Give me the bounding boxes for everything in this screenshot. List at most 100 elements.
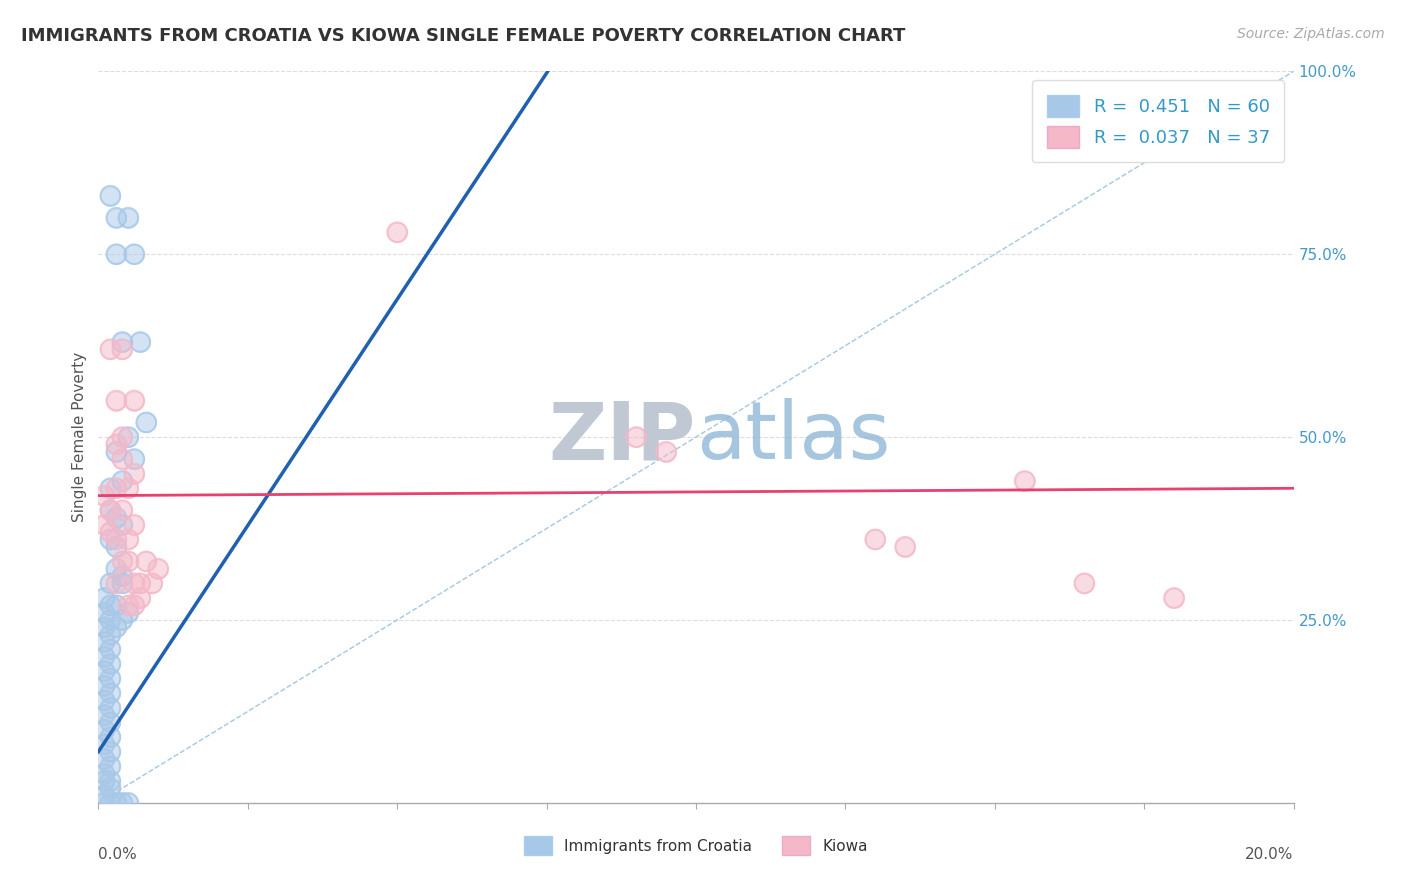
Point bbox=[98, 730, 122, 744]
Point bbox=[98, 343, 122, 357]
Point bbox=[98, 525, 122, 540]
Point bbox=[98, 481, 122, 495]
Point bbox=[98, 730, 122, 744]
Point bbox=[105, 576, 128, 591]
Point bbox=[98, 627, 122, 641]
Point bbox=[93, 796, 115, 810]
Point bbox=[117, 599, 139, 613]
Point bbox=[93, 773, 115, 788]
Point bbox=[105, 211, 128, 225]
Point bbox=[111, 569, 134, 583]
Point bbox=[93, 620, 115, 634]
Point bbox=[894, 540, 917, 554]
Point bbox=[93, 773, 115, 788]
Point bbox=[117, 211, 139, 225]
Point bbox=[105, 393, 128, 408]
Text: Source: ZipAtlas.com: Source: ZipAtlas.com bbox=[1237, 27, 1385, 41]
Point bbox=[105, 562, 128, 576]
Point bbox=[111, 430, 134, 444]
Point bbox=[98, 686, 122, 700]
Point bbox=[93, 517, 115, 532]
Point bbox=[98, 599, 122, 613]
Point bbox=[111, 613, 134, 627]
Point bbox=[98, 576, 122, 591]
Point bbox=[111, 343, 134, 357]
Point bbox=[93, 679, 115, 693]
Point bbox=[98, 599, 122, 613]
Point bbox=[111, 503, 134, 517]
Point bbox=[117, 533, 139, 547]
Point bbox=[655, 444, 678, 458]
Point bbox=[111, 452, 134, 467]
Point bbox=[117, 430, 139, 444]
Point bbox=[105, 540, 128, 554]
Point bbox=[98, 715, 122, 730]
Point bbox=[105, 599, 128, 613]
Point bbox=[129, 591, 152, 605]
Point bbox=[98, 781, 122, 796]
Point bbox=[93, 635, 115, 649]
Point bbox=[117, 554, 139, 568]
Point bbox=[98, 745, 122, 759]
Point bbox=[93, 591, 115, 605]
Point bbox=[1163, 591, 1185, 605]
Point bbox=[98, 773, 122, 788]
Point bbox=[105, 620, 128, 634]
Point bbox=[105, 533, 128, 547]
Legend: Immigrants from Croatia, Kiowa: Immigrants from Croatia, Kiowa bbox=[517, 830, 875, 861]
Point bbox=[111, 569, 134, 583]
Point bbox=[626, 430, 648, 444]
Point bbox=[124, 467, 146, 481]
Point bbox=[93, 752, 115, 766]
Point bbox=[98, 773, 122, 788]
Point bbox=[626, 430, 648, 444]
Point bbox=[93, 664, 115, 678]
Point bbox=[111, 576, 134, 591]
Point bbox=[105, 562, 128, 576]
Text: 20.0%: 20.0% bbox=[1246, 847, 1294, 862]
Point bbox=[93, 693, 115, 707]
Point bbox=[111, 613, 134, 627]
Point bbox=[117, 796, 139, 810]
Point bbox=[105, 533, 128, 547]
Point bbox=[93, 606, 115, 620]
Point bbox=[105, 444, 128, 458]
Point bbox=[111, 796, 134, 810]
Point bbox=[105, 481, 128, 495]
Point bbox=[93, 489, 115, 503]
Point bbox=[124, 576, 146, 591]
Point bbox=[93, 796, 115, 810]
Point bbox=[124, 599, 146, 613]
Point bbox=[93, 489, 115, 503]
Point bbox=[98, 188, 122, 202]
Text: ZIP: ZIP bbox=[548, 398, 696, 476]
Point bbox=[894, 540, 917, 554]
Point bbox=[124, 576, 146, 591]
Point bbox=[98, 503, 122, 517]
Point bbox=[98, 700, 122, 714]
Point bbox=[111, 474, 134, 488]
Point bbox=[98, 657, 122, 671]
Point bbox=[124, 517, 146, 532]
Point bbox=[124, 247, 146, 261]
Point bbox=[141, 576, 163, 591]
Point bbox=[111, 554, 134, 568]
Point bbox=[98, 188, 122, 202]
Point bbox=[93, 752, 115, 766]
Point bbox=[93, 517, 115, 532]
Point bbox=[111, 576, 134, 591]
Point bbox=[124, 393, 146, 408]
Point bbox=[111, 452, 134, 467]
Point bbox=[865, 533, 887, 547]
Point bbox=[105, 599, 128, 613]
Point bbox=[93, 649, 115, 664]
Point bbox=[117, 606, 139, 620]
Point bbox=[98, 700, 122, 714]
Point bbox=[98, 642, 122, 657]
Point bbox=[111, 430, 134, 444]
Point bbox=[385, 225, 409, 239]
Point bbox=[124, 452, 146, 467]
Point bbox=[98, 525, 122, 540]
Text: 0.0%: 0.0% bbox=[98, 847, 138, 862]
Point bbox=[148, 562, 170, 576]
